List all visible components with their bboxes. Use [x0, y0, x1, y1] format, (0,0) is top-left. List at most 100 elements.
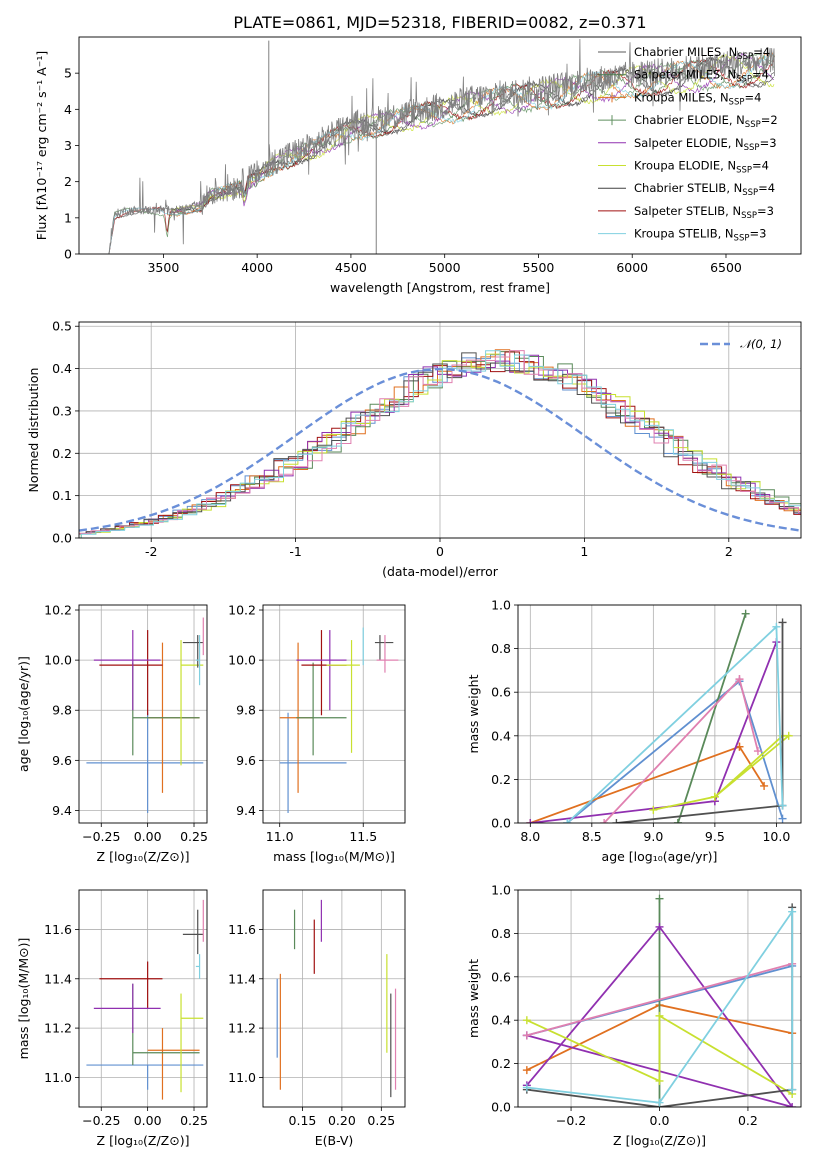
x-tick-label: 5000 [429, 260, 461, 275]
x-tick-label: 8.0 [520, 829, 540, 844]
errorbars [279, 627, 399, 813]
legend-label: Salpeter MILES, NSSP=4 [634, 68, 769, 85]
weight-series-line [566, 624, 784, 823]
y-tick-label: 3 [64, 138, 72, 153]
legend-subscript: SSP [737, 52, 753, 62]
axes-frame [517, 889, 802, 1108]
y-tick-label: 9.4 [236, 803, 256, 818]
legend-label: Kroupa STELIB, NSSP=3 [634, 227, 766, 244]
histogram-steps [79, 352, 801, 535]
x-tick-label: 0 [436, 544, 444, 559]
y-tick-label: 11.2 [44, 1021, 72, 1036]
x-tick-label: 4500 [335, 260, 367, 275]
spectrum-lines [108, 38, 776, 254]
x-axis-label: Z [log₁₀(Z/Z⊙)] [613, 1133, 706, 1148]
legend-subscript: SSP [734, 234, 750, 244]
y-tick-label: 11.0 [44, 1070, 72, 1085]
legend-tail: =4 [752, 68, 769, 82]
x-tick-label: 0.2 [738, 1113, 758, 1128]
x-axis-label: E(B-V) [315, 1133, 354, 1148]
y-tick-label: 0.4 [491, 1013, 511, 1028]
y-tick-label: 11.2 [228, 1021, 256, 1036]
legend-subscript: SSP [736, 166, 752, 176]
x-tick-label: 10.0 [762, 829, 790, 844]
y-tick-label: 1.0 [491, 883, 511, 898]
axes-frame [262, 604, 406, 824]
weight-series-line [566, 679, 784, 823]
y-tick-label: 11.4 [228, 971, 256, 986]
axes-frame [78, 889, 208, 1108]
x-axis-label: Z [log₁₀(Z/Z⊙)] [97, 849, 190, 864]
x-axis-label: Z [log₁₀(Z/Z⊙)] [97, 1133, 190, 1148]
x-tick-label: 0.25 [180, 1113, 208, 1128]
x-axis-label: wavelength [Angstrom, rest frame] [330, 280, 550, 295]
legend-label: Chabrier ELODIE, NSSP=2 [634, 113, 778, 130]
y-tick-label: 0.2 [52, 446, 72, 461]
axes-frame [78, 36, 802, 255]
legend-tail: =4 [753, 45, 770, 59]
x-tick-label: −0.2 [556, 1113, 586, 1128]
y-tick-label: 0.8 [491, 926, 511, 941]
legend-subscript: SSP [736, 75, 752, 85]
y-tick-label: 0.0 [491, 1100, 511, 1115]
y-tick-label: 10.2 [44, 603, 72, 618]
x-tick-label: 0.25 [367, 1113, 395, 1128]
y-tick-label: 9.6 [52, 753, 72, 768]
x-tick-label: 6000 [616, 260, 648, 275]
legend-tail: =3 [757, 204, 774, 218]
y-axis-label: mass weight [466, 959, 481, 1038]
x-axis-label: mass [log₁₀(M/M⊙)] [273, 849, 395, 864]
x-tick-label: 11.5 [349, 829, 377, 844]
y-tick-label: 9.8 [236, 703, 256, 718]
histogram-steps [79, 350, 801, 534]
x-tick-label: 2 [725, 544, 733, 559]
x-tick-label: 4000 [241, 260, 273, 275]
y-tick-label: 0.0 [52, 531, 72, 546]
y-tick-label: 10.0 [44, 653, 72, 668]
y-tick-label: 11.0 [228, 1070, 256, 1085]
legend-tail: =4 [752, 159, 769, 173]
legend-label: 𝒩(0, 1) [740, 337, 782, 351]
y-tick-label: 0.8 [491, 641, 511, 656]
x-tick-label: 6500 [710, 260, 742, 275]
y-tick-label: 0.2 [491, 1056, 511, 1071]
observed-spectrum-line [108, 38, 775, 254]
legend-tail: =4 [758, 181, 775, 195]
legend-subscript: SSP [729, 97, 745, 107]
y-tick-label: 11.6 [228, 922, 256, 937]
weight-series-line [603, 677, 759, 823]
x-tick-label: 0.25 [180, 829, 208, 844]
legend-label: Salpeter ELODIE, NSSP=3 [634, 136, 777, 153]
x-tick-label: 0.00 [134, 1113, 162, 1128]
weight-series-line [677, 613, 747, 823]
weight-lines [526, 609, 793, 823]
y-tick-label: 10.2 [228, 603, 256, 618]
y-tick-label: 1 [64, 210, 72, 225]
y-tick-label: 2 [64, 174, 72, 189]
x-tick-label: -2 [145, 544, 157, 559]
y-tick-label: 0.3 [52, 403, 72, 418]
y-tick-label: 0.2 [491, 772, 511, 787]
x-tick-label: -1 [289, 544, 301, 559]
x-tick-label: 1 [580, 544, 588, 559]
weight-series-line [530, 641, 778, 823]
legend-tail: =2 [761, 113, 778, 127]
legend-label: Kroupa ELODIE, NSSP=4 [634, 159, 769, 176]
weight-series-line [526, 908, 794, 1104]
y-axis-label: Flux [fλ10⁻¹⁷ erg cm⁻² s⁻¹ A⁻¹] [34, 51, 49, 240]
y-axis-label: mass weight [466, 674, 481, 753]
x-axis-label: (data-model)/error [382, 564, 499, 579]
x-tick-label: 0.15 [289, 1113, 317, 1128]
normal-curve [79, 367, 801, 532]
axes-frame [78, 321, 802, 539]
weight-lines [522, 894, 797, 1107]
y-tick-label: 0.5 [52, 319, 72, 334]
errorbars [276, 899, 397, 1098]
legend-subscript: SSP [745, 120, 761, 130]
y-tick-label: 0.6 [491, 969, 511, 984]
y-tick-label: 0 [64, 247, 72, 262]
y-tick-label: 9.4 [52, 803, 72, 818]
x-tick-label: 0.0 [650, 1113, 670, 1128]
y-tick-label: 0.1 [52, 488, 72, 503]
y-tick-label: 0.6 [491, 685, 511, 700]
